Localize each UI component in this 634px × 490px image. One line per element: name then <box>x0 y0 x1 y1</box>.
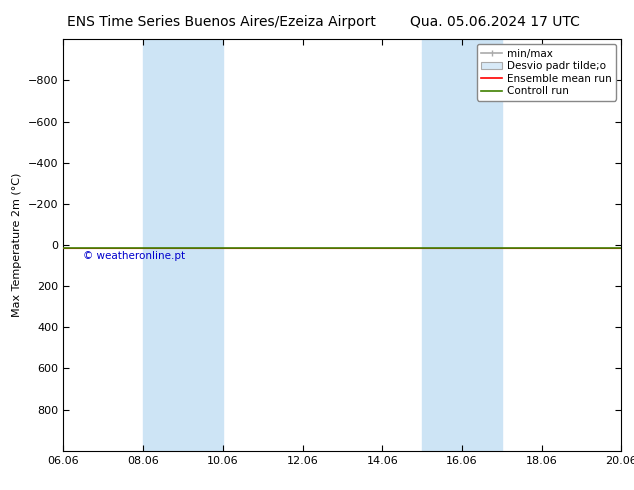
Text: Qua. 05.06.2024 17 UTC: Qua. 05.06.2024 17 UTC <box>410 15 579 29</box>
Legend: min/max, Desvio padr tilde;o, Ensemble mean run, Controll run: min/max, Desvio padr tilde;o, Ensemble m… <box>477 45 616 100</box>
Y-axis label: Max Temperature 2m (°C): Max Temperature 2m (°C) <box>13 173 22 317</box>
Text: © weatheronline.pt: © weatheronline.pt <box>83 251 186 261</box>
Bar <box>422 39 501 451</box>
Bar <box>143 39 223 451</box>
Text: ENS Time Series Buenos Aires/Ezeiza Airport: ENS Time Series Buenos Aires/Ezeiza Airp… <box>67 15 377 29</box>
